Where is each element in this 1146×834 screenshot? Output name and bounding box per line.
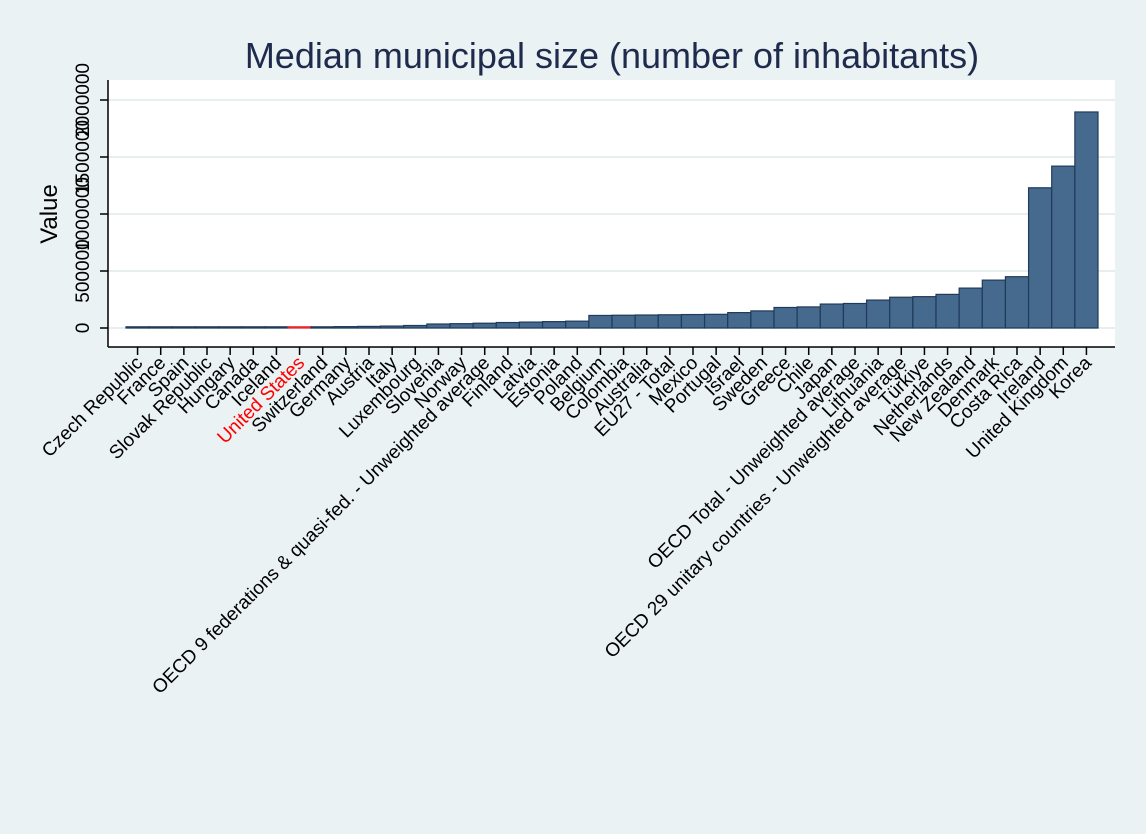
- bar: [935, 293, 960, 329]
- bar: [379, 325, 405, 329]
- bar: [1027, 187, 1053, 329]
- bar: [958, 287, 983, 329]
- bar: [333, 326, 359, 329]
- bar: [287, 326, 312, 329]
- chart-title: Median municipal size (number of inhabit…: [245, 35, 979, 76]
- bar: [518, 321, 544, 329]
- bar: [865, 299, 891, 329]
- bar: [842, 302, 868, 329]
- y-tick-label: 1500000: [73, 120, 94, 194]
- bar: [912, 296, 937, 329]
- bar: [125, 326, 150, 329]
- bar: [264, 326, 289, 329]
- bar: [148, 326, 173, 329]
- bar: [1074, 111, 1099, 329]
- bar: [981, 279, 1007, 329]
- bar: [634, 314, 659, 329]
- bar: [703, 313, 729, 329]
- bar: [472, 322, 497, 329]
- bar: [217, 326, 243, 329]
- bar: [356, 325, 382, 329]
- bar: [657, 314, 683, 329]
- bar: [611, 314, 636, 329]
- bar: [773, 306, 798, 329]
- bar: [588, 314, 613, 329]
- bars: [125, 111, 1099, 329]
- bar: [750, 310, 775, 329]
- bar: [171, 326, 197, 329]
- bar: [565, 320, 590, 329]
- bar: [403, 324, 428, 329]
- bar: [1051, 165, 1076, 329]
- bar: [426, 323, 451, 329]
- bar: [819, 303, 845, 329]
- bar: [727, 312, 752, 329]
- y-tick-label: 2000000: [73, 63, 94, 137]
- y-tick-label: 0: [73, 323, 94, 334]
- bar: [796, 306, 821, 329]
- bar: [310, 326, 335, 329]
- y-tick-label: 500000: [73, 239, 94, 302]
- y-axis-label: Value: [36, 184, 63, 244]
- bar: [680, 313, 706, 329]
- bar: [449, 323, 474, 329]
- bar: [194, 326, 220, 329]
- bar: [241, 326, 266, 329]
- y-tick-label: 1000000: [73, 177, 94, 251]
- bar: [1004, 276, 1030, 329]
- bar: [541, 321, 567, 329]
- bar: [889, 296, 914, 329]
- bar: [495, 321, 521, 329]
